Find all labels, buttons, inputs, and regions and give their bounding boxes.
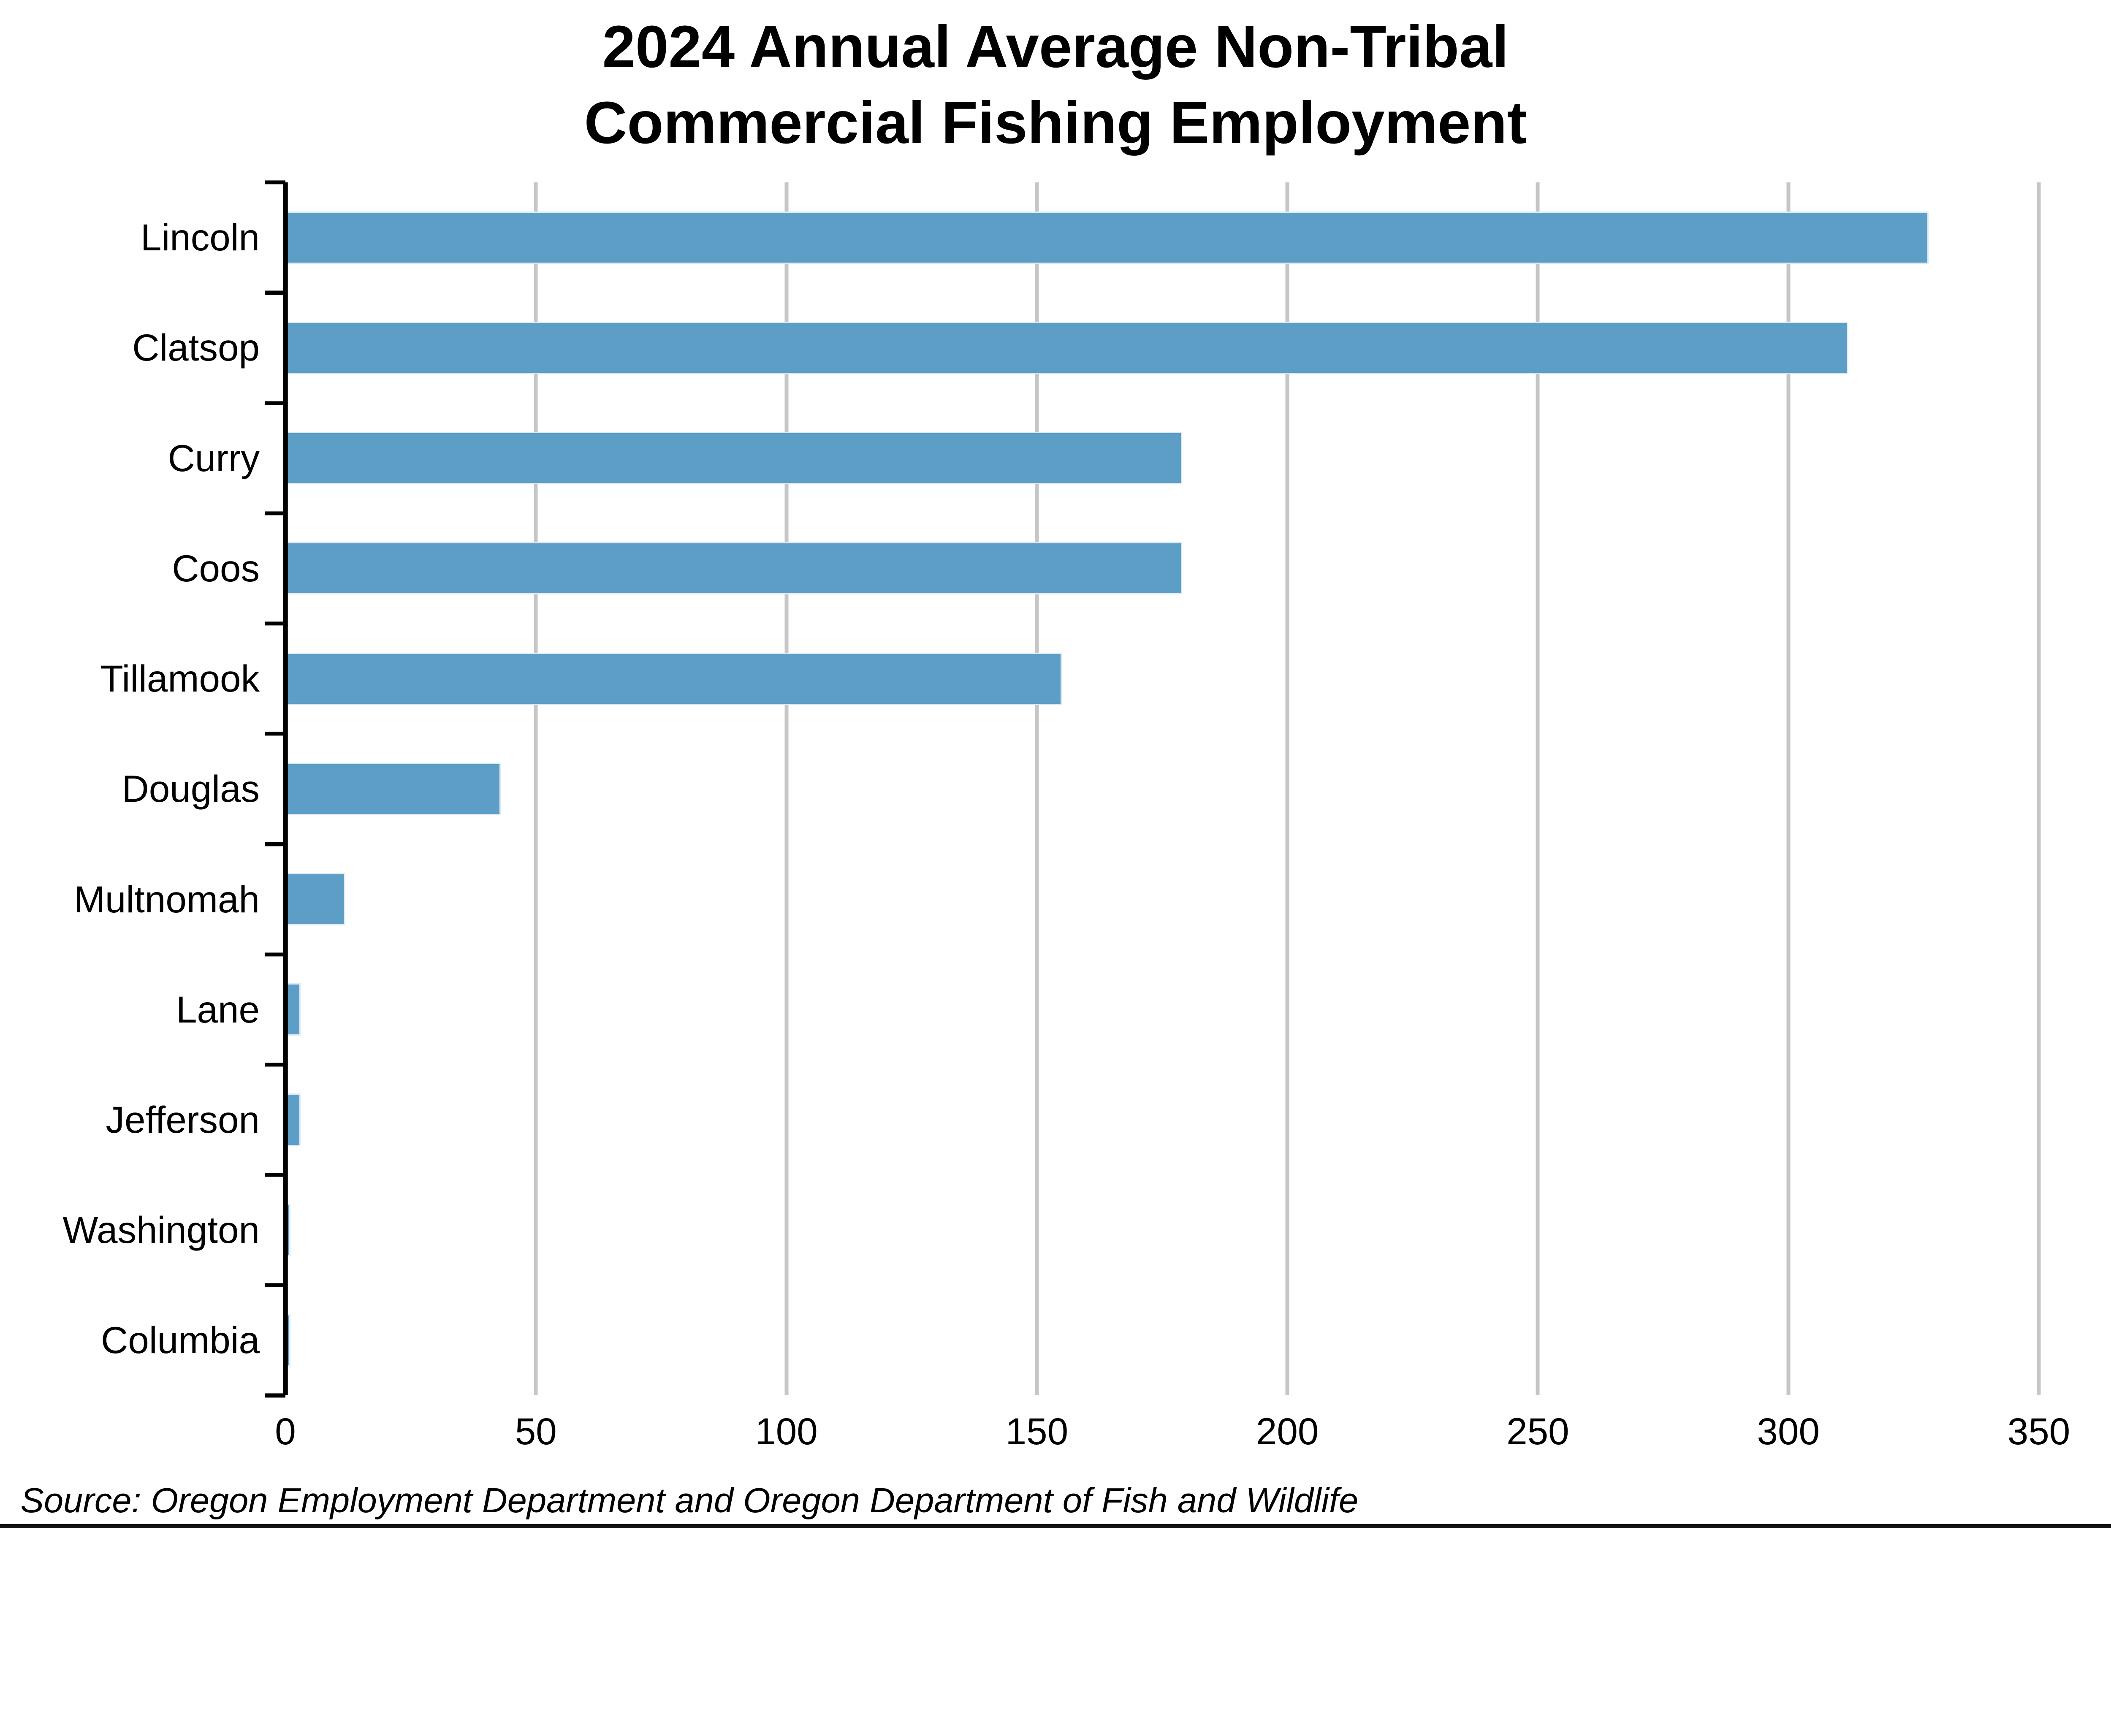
x-tick-label-50: 50 (515, 1410, 557, 1453)
y-axis-tick (265, 1393, 285, 1398)
category-label-washington: Washington (62, 1209, 260, 1251)
plot-area (265, 180, 2041, 1398)
x-tick-label-350: 350 (2007, 1410, 2070, 1453)
bar-multnomah (285, 873, 346, 926)
bar-coos (285, 542, 1182, 595)
category-label-tillamook: Tillamook (100, 657, 260, 700)
chart-title: 2024 Annual Average Non-Tribal Commercia… (584, 13, 1527, 156)
gridline-x-100 (784, 182, 789, 1396)
x-tick-label-200: 200 (1256, 1410, 1319, 1453)
x-tick-label-150: 150 (1005, 1410, 1069, 1453)
category-label-clatsop: Clatsop (132, 326, 260, 369)
y-axis-tick (265, 732, 285, 736)
y-axis-line (283, 182, 288, 1396)
y-axis-tick (265, 952, 285, 957)
category-label-lane: Lane (176, 988, 260, 1031)
bar-clatsop (285, 321, 1849, 374)
category-label-lincoln: Lincoln (140, 216, 260, 259)
gridline-x-200 (1285, 182, 1289, 1396)
x-tick-label-100: 100 (755, 1410, 818, 1453)
category-label-multnomah: Multnomah (73, 878, 260, 920)
y-axis-tick (265, 1063, 285, 1067)
y-axis-tick (265, 1283, 285, 1287)
gridline-x-150 (1035, 182, 1039, 1396)
bar-tillamook (285, 652, 1062, 705)
bar-curry (285, 432, 1182, 485)
y-axis-tick (265, 621, 285, 626)
bar-jefferson (285, 1093, 301, 1146)
y-axis-tick (265, 180, 285, 184)
y-axis-tick (265, 842, 285, 846)
bar-lincoln (285, 211, 1929, 264)
gridline-x-50 (534, 182, 538, 1396)
bar-douglas (285, 762, 501, 815)
y-axis-tick (265, 1173, 285, 1177)
y-axis-tick (265, 290, 285, 295)
gridline-x-300 (1786, 182, 1791, 1396)
category-label-jefferson: Jefferson (106, 1098, 260, 1141)
bar-lane (285, 983, 301, 1036)
chart-figure: 2024 Annual Average Non-Tribal Commercia… (0, 13, 2111, 1528)
category-label-coos: Coos (172, 547, 260, 589)
source-note: Source: Oregon Employment Department and… (20, 1480, 1359, 1520)
x-tick-label-300: 300 (1757, 1410, 1820, 1453)
x-tick-label-250: 250 (1506, 1410, 1569, 1453)
gridline-x-250 (1536, 182, 1540, 1396)
category-label-douglas: Douglas (122, 768, 260, 810)
y-axis-tick (265, 511, 285, 515)
category-label-curry: Curry (168, 437, 260, 479)
y-axis-tick (265, 401, 285, 405)
x-tick-label-0: 0 (275, 1410, 296, 1453)
bottom-border-rule (0, 1524, 2111, 1528)
gridline-x-350 (2037, 182, 2041, 1396)
category-label-columbia: Columbia (101, 1319, 260, 1362)
